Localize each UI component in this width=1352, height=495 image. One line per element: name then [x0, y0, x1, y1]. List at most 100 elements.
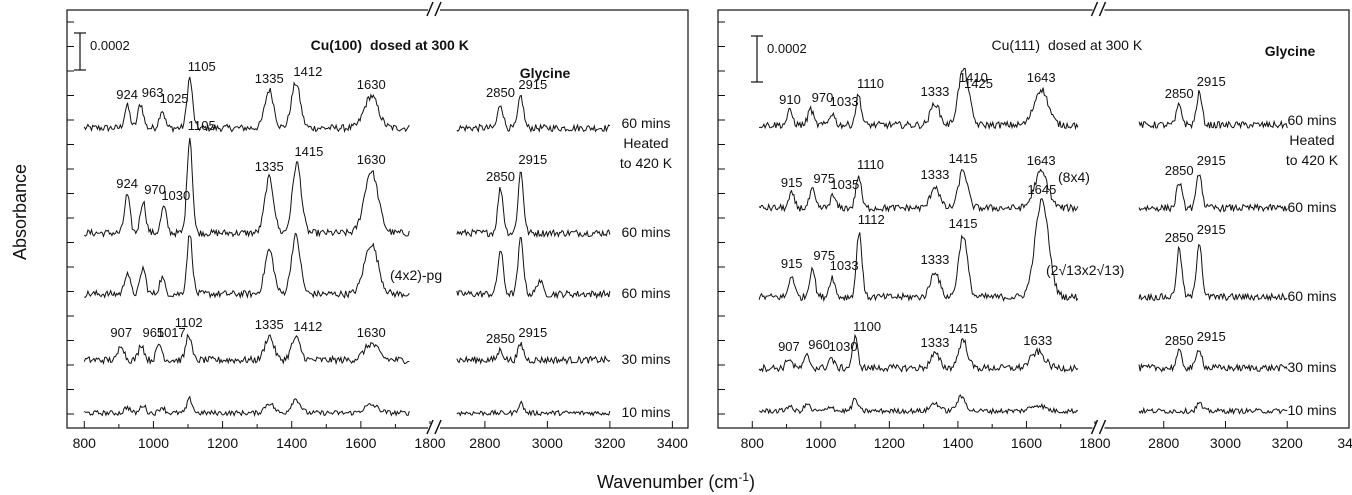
- y-axis-title: Absorbance: [10, 164, 30, 260]
- peak-label: 2850: [1165, 333, 1194, 348]
- x-tick-label: 1400: [942, 435, 973, 451]
- condition-label: 30 mins: [621, 351, 670, 367]
- x-tick-label: 1800: [1079, 435, 1110, 451]
- peak-label: 2915: [518, 152, 547, 167]
- x-axis-title-superscript: -1: [738, 470, 749, 484]
- spectrum-trace-low: [84, 232, 410, 300]
- condition-label-3: to 420 K: [620, 155, 673, 171]
- spectrum-trace-low: [84, 137, 410, 239]
- peak-label: 1633: [1023, 333, 1052, 348]
- peak-label: 1033: [830, 258, 859, 273]
- spectrum-trace-low: [758, 197, 1079, 303]
- x-tick-label: 1600: [345, 435, 376, 451]
- peak-label: 910: [779, 92, 801, 107]
- axis-break-mark-top: [1090, 1, 1099, 17]
- peak-label: 1033: [830, 94, 859, 109]
- spectrum-left-4: 10 mins: [84, 395, 671, 420]
- spectrum-trace-low: [758, 67, 1079, 131]
- peak-label: 2850: [486, 85, 515, 100]
- axis-break-gap: [1092, 424, 1105, 434]
- spectrum-trace-high: [456, 94, 611, 133]
- axis-break-mark: [426, 419, 434, 435]
- peak-label: 1333: [920, 84, 949, 99]
- axis-break-mark-top: [426, 1, 434, 17]
- spectrum-trace-high: [456, 400, 611, 417]
- panel-title: Cu(100): [311, 37, 362, 53]
- spectrum-trace-low: [758, 333, 1079, 373]
- axis-break-mark: [434, 419, 442, 435]
- peak-label: 1335: [255, 159, 284, 174]
- peak-label: 960: [808, 337, 830, 352]
- condition-label: 60 mins: [621, 115, 670, 131]
- x-tick-label: 1400: [276, 435, 307, 451]
- x-tick-label: 1600: [1011, 435, 1042, 451]
- peak-label: 963: [142, 85, 164, 100]
- peak-label: 924: [116, 87, 138, 102]
- peak-label: 1112: [858, 212, 885, 227]
- plot-frame-right: [717, 9, 1350, 429]
- peak-label: 2850: [486, 169, 515, 184]
- x-tick-label: 2800: [1148, 435, 1179, 451]
- condition-label: 60 mins: [1287, 288, 1336, 304]
- x-tick-label: 2800: [469, 435, 500, 451]
- axis-break-mark: [1098, 419, 1107, 435]
- peak-label: 1333: [920, 252, 949, 267]
- x-tick-label: 1200: [874, 435, 905, 451]
- plot-frame-left: [66, 9, 689, 429]
- peak-label: 1025: [160, 91, 189, 106]
- axis-break-mark-top: [434, 1, 442, 17]
- peak-label: 1100: [853, 319, 881, 334]
- molecule-label: Glycine: [520, 65, 571, 81]
- peak-label: 970: [812, 90, 834, 105]
- spectrum-trace-low: [758, 168, 1079, 214]
- peak-label: 1415: [949, 151, 978, 166]
- condition-label-3: to 420 K: [1286, 152, 1339, 168]
- x-tick-label: 800: [73, 435, 97, 451]
- x-axis-title-main: Wavenumber (cm: [597, 472, 738, 492]
- x-tick-label: 3000: [532, 435, 563, 451]
- peak-label: 1333: [920, 167, 949, 182]
- x-tick-label: 340: [1337, 435, 1352, 451]
- peak-label: 975: [813, 248, 835, 263]
- peak-label: 965: [142, 325, 164, 340]
- peak-label: 1410: [959, 70, 988, 85]
- peak-label: 1425: [964, 76, 993, 91]
- condition-label: 60 mins: [1287, 112, 1336, 128]
- x-tick-label: 1000: [138, 435, 169, 451]
- x-tick-label: 3200: [1272, 435, 1303, 451]
- scale-bar-label: 0.0002: [90, 38, 130, 53]
- panel-left: 800 1000 1200 1400 1600 1800 2800 3000 3200 3400 0…: [66, 1, 689, 451]
- spectrum-trace-low: [758, 394, 1078, 416]
- condition-label-2: Heated: [623, 135, 668, 151]
- peak-label: 2850: [1165, 86, 1194, 101]
- condition-label: 10 mins: [1287, 402, 1336, 418]
- x-tick-label: 1200: [207, 435, 238, 451]
- peak-label: 2850: [1165, 163, 1194, 178]
- peak-label: 1030: [161, 188, 190, 203]
- spectrum-trace-high: [1138, 243, 1288, 302]
- peak-label: 1105: [188, 59, 216, 74]
- structure-note: (2√13x2√13): [1046, 262, 1124, 278]
- x-tick-label: 800: [741, 435, 765, 451]
- peak-label: 970: [144, 182, 166, 197]
- structure-note: (8x4): [1058, 169, 1090, 185]
- spectrum-trace-high: [1138, 90, 1288, 130]
- peak-label: 2850: [486, 331, 515, 346]
- x-tick-label: 1800: [414, 435, 445, 451]
- panel-title-suffix: dosed at 300 K: [370, 37, 469, 53]
- x-axis-title: Wavenumber (cm-1): [597, 470, 755, 492]
- peak-label: 2915: [1197, 329, 1226, 344]
- condition-label: 60 mins: [1287, 199, 1336, 215]
- peak-label: 1415: [949, 216, 978, 231]
- peak-label: 1102: [175, 315, 203, 330]
- x-tick-label: 3200: [594, 435, 625, 451]
- x-tick-label: 3000: [1210, 435, 1241, 451]
- spectrum-trace-low: [83, 76, 410, 134]
- panel-title-suffix: dosed at 300 K: [1048, 37, 1143, 53]
- peak-label: 1335: [255, 71, 284, 86]
- peak-label: 1630: [357, 325, 386, 340]
